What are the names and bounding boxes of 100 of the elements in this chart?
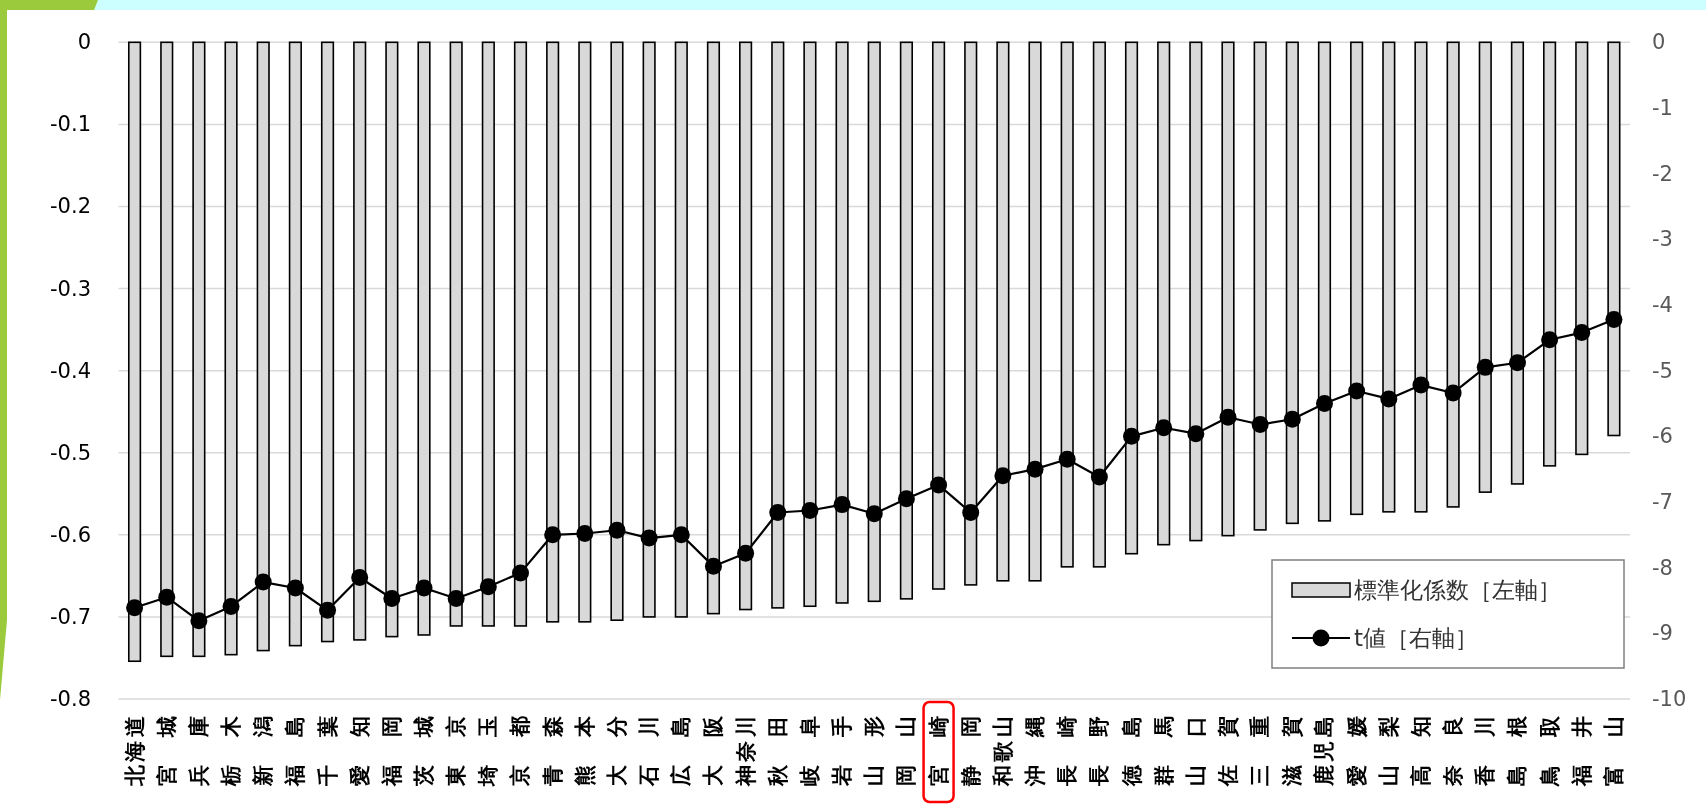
- point: [1315, 395, 1333, 412]
- x-tick-label: 青森: [540, 715, 565, 787]
- point: [222, 597, 240, 615]
- x-tick-label: 富山: [1601, 716, 1626, 786]
- y-tick-label: -0.5: [50, 440, 91, 465]
- x-tick-label: 宮崎: [926, 716, 951, 786]
- y2-tick-label: -4: [1652, 292, 1673, 317]
- point: [479, 578, 497, 596]
- x-tick-label: 山梨: [1376, 716, 1401, 786]
- y2-tick-label: 0: [1652, 30, 1666, 55]
- point: [576, 525, 594, 542]
- legend-label: 標準化係数［左軸］: [1354, 577, 1561, 603]
- x-tick-label: 静岡: [958, 716, 983, 787]
- x-tick-label: 沖縄: [1023, 716, 1048, 787]
- x-tick-label: 長野: [1087, 716, 1112, 787]
- point: [1444, 384, 1462, 402]
- point: [319, 601, 337, 619]
- x-tick-label: 愛媛: [1344, 716, 1369, 786]
- y2-tick-label: -2: [1652, 161, 1673, 186]
- x-tick-label: 熊本: [572, 715, 597, 786]
- point: [190, 612, 208, 630]
- x-tick-label: 栃木: [219, 715, 244, 787]
- x-tick-label: 長崎: [1055, 716, 1080, 787]
- point: [286, 579, 304, 597]
- x-tick-label: 和歌山: [990, 716, 1015, 787]
- x-tick-label: 岐阜: [797, 716, 822, 786]
- y-tick-label: -0.8: [50, 687, 91, 711]
- point: [897, 490, 915, 508]
- x-tick-label: 島根: [1505, 715, 1530, 786]
- point: [801, 502, 819, 520]
- x-tick-label: 高知: [1408, 716, 1433, 786]
- y-tick-label: -0.3: [50, 276, 91, 301]
- x-tick-label: 徳島: [1119, 716, 1144, 787]
- point: [544, 526, 562, 544]
- x-tick-label: 大分: [604, 715, 629, 786]
- y-tick-label: -0.1: [50, 112, 91, 137]
- x-tick-label: 群馬: [1151, 716, 1176, 787]
- x-tick-label: 東京: [444, 716, 469, 787]
- point: [1283, 410, 1301, 428]
- point: [1412, 376, 1430, 394]
- point: [865, 505, 883, 523]
- point: [704, 557, 722, 575]
- point: [833, 496, 851, 514]
- point: [447, 590, 465, 608]
- point: [1058, 450, 1076, 468]
- y2-tick-label: -7: [1652, 489, 1673, 514]
- x-tick-label: 千葉: [315, 716, 340, 787]
- point: [672, 526, 690, 544]
- point: [351, 569, 369, 586]
- point: [1187, 425, 1205, 443]
- x-tick-label: 京都: [508, 716, 533, 787]
- point: [1026, 460, 1044, 478]
- x-tick-label: 滋賀: [1280, 716, 1305, 787]
- y2-tick-label: -10: [1652, 687, 1687, 711]
- point: [1476, 358, 1494, 376]
- y2-tick-label: -5: [1652, 358, 1673, 383]
- x-tick-label: 奈良: [1441, 716, 1466, 787]
- point: [994, 467, 1012, 485]
- point: [415, 579, 433, 597]
- x-tick-label: 広島: [669, 716, 694, 787]
- point: [126, 599, 144, 617]
- x-tick-label: 岡山: [894, 716, 919, 786]
- x-tick-label: 山形: [862, 716, 887, 786]
- x-tick-label: 北海道: [122, 716, 147, 787]
- point: [737, 544, 755, 562]
- x-tick-label: 新潟: [251, 716, 276, 787]
- x-tick-label: 福岡: [379, 716, 404, 787]
- point: [1155, 419, 1173, 437]
- point: [511, 564, 529, 582]
- point: [640, 529, 658, 547]
- point: [158, 588, 176, 606]
- x-tick-label: 愛知: [347, 716, 372, 786]
- point: [1090, 468, 1108, 486]
- point: [1251, 416, 1269, 433]
- x-tick-label: 神奈川: [733, 716, 758, 787]
- y2-tick-label: -6: [1652, 424, 1673, 449]
- point: [769, 504, 787, 521]
- point: [383, 590, 401, 608]
- x-tick-label: 福井: [1569, 716, 1594, 787]
- x-tick-label: 香川: [1473, 716, 1498, 787]
- x-tick-label: 鹿児島: [1312, 716, 1337, 787]
- x-tick-label: 大阪: [701, 715, 726, 786]
- x-tick-label: 佐賀: [1216, 716, 1241, 787]
- point: [254, 573, 272, 591]
- point: [1123, 427, 1141, 445]
- y2-tick-label: -9: [1652, 621, 1673, 646]
- y-tick-label: -0.6: [50, 522, 91, 547]
- x-tick-label: 福島: [283, 716, 308, 787]
- point: [1541, 331, 1559, 349]
- x-tick-label: 山口: [1183, 716, 1208, 786]
- y2-tick-label: -1: [1652, 95, 1673, 120]
- x-tick-label: 鳥取: [1537, 715, 1562, 787]
- y-tick-label: -0.7: [50, 604, 91, 629]
- y2-tick-label: -8: [1652, 555, 1673, 580]
- x-tick-label: 埼玉: [476, 716, 501, 787]
- y-tick-label: 0: [77, 30, 91, 55]
- legend-label: t値［右軸］: [1354, 625, 1479, 651]
- point: [608, 521, 626, 539]
- x-tick-label: 岩手: [830, 716, 855, 787]
- y-tick-label: -0.2: [50, 194, 91, 219]
